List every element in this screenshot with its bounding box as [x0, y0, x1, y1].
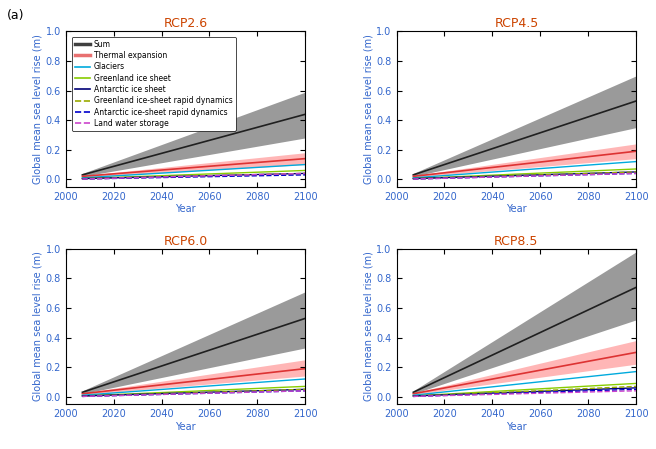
Legend: Sum, Thermal expansion, Glaciers, Greenland ice sheet, Antarctic ice sheet, Gree: Sum, Thermal expansion, Glaciers, Greenl…	[72, 37, 236, 131]
Title: RCP8.5: RCP8.5	[494, 235, 539, 248]
Y-axis label: Global mean sea level rise (m): Global mean sea level rise (m)	[33, 251, 43, 401]
X-axis label: Year: Year	[506, 204, 527, 214]
Y-axis label: Global mean sea level rise (m): Global mean sea level rise (m)	[33, 34, 43, 184]
Title: RCP6.0: RCP6.0	[163, 235, 208, 248]
X-axis label: Year: Year	[175, 204, 195, 214]
Y-axis label: Global mean sea level rise (m): Global mean sea level rise (m)	[363, 34, 373, 184]
Y-axis label: Global mean sea level rise (m): Global mean sea level rise (m)	[363, 251, 373, 401]
X-axis label: Year: Year	[175, 422, 195, 432]
X-axis label: Year: Year	[506, 422, 527, 432]
Text: (a): (a)	[7, 9, 24, 22]
Title: RCP2.6: RCP2.6	[163, 17, 207, 30]
Title: RCP4.5: RCP4.5	[494, 17, 539, 30]
